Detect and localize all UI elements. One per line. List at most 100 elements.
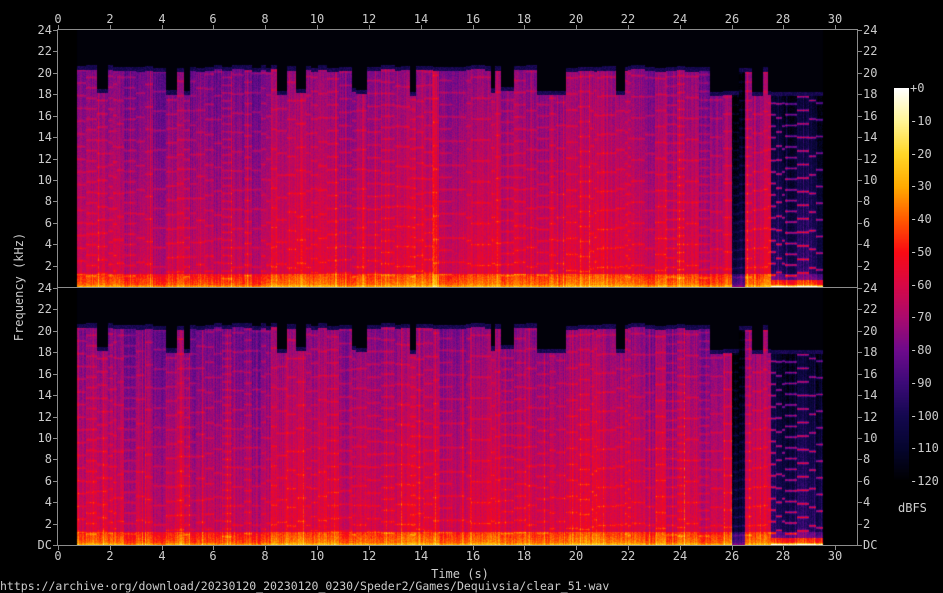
x-tick-mark-top: [783, 25, 784, 29]
x-tick-label-bottom: 2: [106, 549, 114, 563]
y-tick-label-right: 16: [863, 367, 878, 381]
y-tick-mark-left: [53, 244, 57, 245]
y-tick-label-right: 22: [863, 302, 878, 316]
x-tick-label-bottom: 20: [568, 549, 584, 563]
y-tick-label-right: 24: [863, 23, 878, 37]
x-tick-label-bottom: 24: [672, 549, 688, 563]
y-tick-mark-right: [858, 244, 862, 245]
y-tick-label-left: 22: [37, 302, 52, 316]
y-tick-label-right: 2: [863, 517, 871, 531]
colorbar-tick-label: -90: [910, 376, 932, 390]
y-axis-label: Frequency (kHz): [12, 232, 26, 342]
y-tick-label-left: 6: [44, 474, 52, 488]
y-tick-mark-right: [858, 481, 862, 482]
y-tick-label-right: 2: [863, 259, 871, 273]
y-tick-label-right: 14: [863, 130, 878, 144]
y-tick-mark-left: [53, 545, 57, 546]
x-tick-label-top: 16: [465, 12, 481, 26]
y-tick-mark-right: [858, 545, 862, 546]
colorbar-tick-label: -100: [910, 409, 939, 423]
x-tick-label-bottom: 26: [724, 549, 740, 563]
spectrogram-channel-2: [58, 288, 856, 545]
y-tick-label-right: 4: [863, 495, 871, 509]
y-tick-label-right: 12: [863, 152, 878, 166]
y-tick-mark-left: [53, 223, 57, 224]
x-tick-mark-top: [162, 25, 163, 29]
x-tick-mark-bottom: [835, 546, 836, 550]
x-tick-mark-bottom: [473, 546, 474, 550]
x-tick-mark-top: [369, 25, 370, 29]
y-tick-mark-left: [53, 459, 57, 460]
x-tick-label-bottom: 0: [54, 549, 62, 563]
y-tick-mark-right: [858, 417, 862, 418]
x-tick-label-top: 30: [827, 12, 843, 26]
x-tick-label-top: 14: [413, 12, 429, 26]
x-tick-mark-top: [213, 25, 214, 29]
y-tick-mark-right: [858, 352, 862, 353]
y-tick-label-left: 2: [44, 517, 52, 531]
x-tick-mark-bottom: [783, 546, 784, 550]
x-tick-label-bottom: 12: [361, 549, 377, 563]
colorbar-tick-label: -120: [910, 474, 939, 488]
y-tick-label-right: 16: [863, 109, 878, 123]
y-tick-mark-left: [53, 73, 57, 74]
x-tick-mark-top: [628, 25, 629, 29]
colorbar-tick-label: -40: [910, 212, 932, 226]
y-tick-mark-left: [53, 137, 57, 138]
channel-separator: [57, 287, 858, 288]
y-tick-mark-right: [858, 374, 862, 375]
y-tick-mark-left: [53, 524, 57, 525]
x-tick-label-top: 12: [361, 12, 377, 26]
x-tick-label-top: 20: [568, 12, 584, 26]
x-tick-mark-top: [473, 25, 474, 29]
x-tick-mark-bottom: [110, 546, 111, 550]
x-tick-mark-top: [421, 25, 422, 29]
y-tick-mark-left: [53, 502, 57, 503]
y-tick-label-right: 12: [863, 410, 878, 424]
x-tick-mark-bottom: [369, 546, 370, 550]
x-tick-mark-top: [576, 25, 577, 29]
y-tick-label-right: 10: [863, 431, 878, 445]
y-tick-label-right: 18: [863, 345, 878, 359]
x-tick-label-bottom: 10: [309, 549, 325, 563]
y-tick-mark-left: [53, 51, 57, 52]
y-tick-label-right: 20: [863, 66, 878, 80]
y-tick-mark-left: [53, 159, 57, 160]
x-tick-label-top: 24: [672, 12, 688, 26]
y-tick-label-left: 20: [37, 66, 52, 80]
y-tick-label-left: 18: [37, 345, 52, 359]
x-tick-label-top: 18: [516, 12, 532, 26]
y-tick-mark-left: [53, 266, 57, 267]
y-tick-mark-right: [858, 30, 862, 31]
y-tick-label-left: 14: [37, 130, 52, 144]
x-tick-mark-bottom: [162, 546, 163, 550]
y-tick-label-left: 4: [44, 495, 52, 509]
y-tick-label-right: 20: [863, 324, 878, 338]
y-tick-mark-left: [53, 481, 57, 482]
x-tick-mark-top: [524, 25, 525, 29]
x-tick-label-bottom: 18: [516, 549, 532, 563]
y-tick-mark-right: [858, 524, 862, 525]
y-tick-mark-right: [858, 94, 862, 95]
x-tick-label-top: 26: [724, 12, 740, 26]
colorbar-tick-label: -60: [910, 278, 932, 292]
colorbar-label: dBFS: [898, 501, 927, 515]
y-tick-label-left: 14: [37, 388, 52, 402]
x-tick-label-bottom: 14: [413, 549, 429, 563]
y-tick-label-right: 24: [863, 281, 878, 295]
colorbar-tick-label: -20: [910, 147, 932, 161]
y-tick-label-left: 8: [44, 452, 52, 466]
x-tick-mark-top: [680, 25, 681, 29]
x-tick-mark-bottom: [58, 546, 59, 550]
y-tick-mark-right: [858, 395, 862, 396]
y-tick-label-left: 24: [37, 281, 52, 295]
colorbar-tick-label: -70: [910, 310, 932, 324]
y-tick-label-left: 10: [37, 431, 52, 445]
y-tick-label-left: 2: [44, 259, 52, 273]
x-tick-label-bottom: 8: [261, 549, 269, 563]
y-tick-mark-right: [858, 180, 862, 181]
x-tick-mark-bottom: [732, 546, 733, 550]
source-url: https://archive·org/download/20230120_20…: [0, 579, 610, 593]
y-tick-label-right: 4: [863, 237, 871, 251]
x-tick-mark-bottom: [213, 546, 214, 550]
